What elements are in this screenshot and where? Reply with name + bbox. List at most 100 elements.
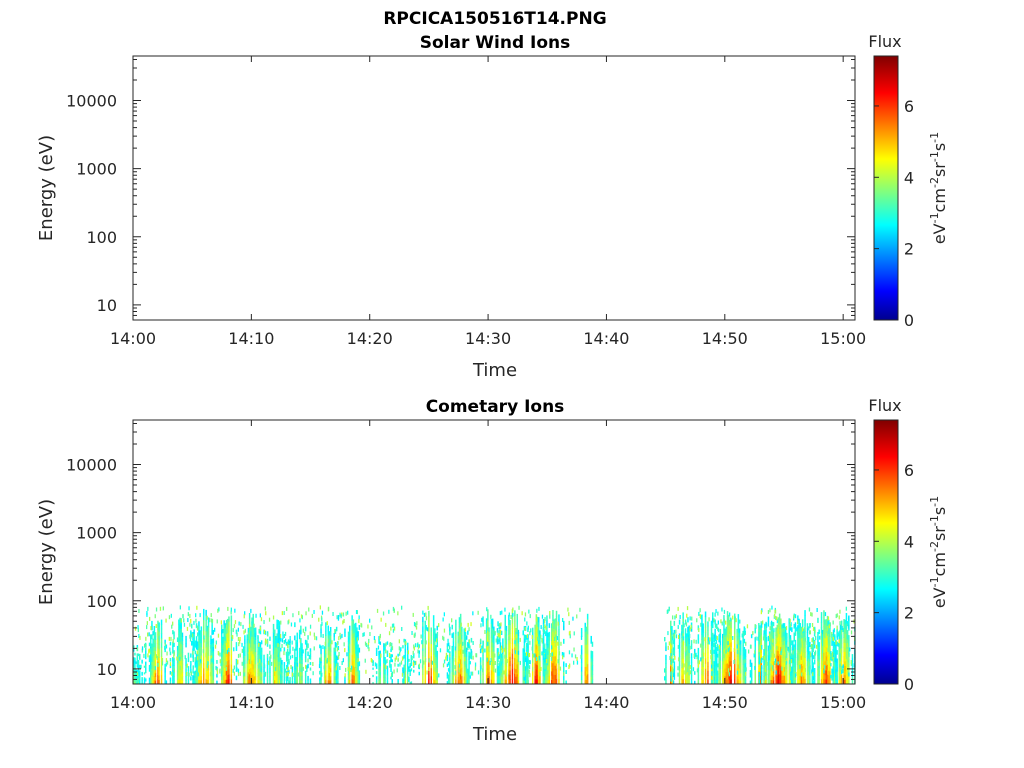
heatmap-cell	[137, 625, 139, 630]
heatmap-cell	[786, 675, 788, 681]
heatmap-cell	[762, 636, 765, 641]
heatmap-cell	[222, 648, 224, 653]
heatmap-cell	[320, 675, 322, 681]
heatmap-cell	[390, 669, 392, 672]
heatmap-cell	[780, 618, 782, 624]
heatmap-cell	[169, 680, 172, 685]
heatmap-cell	[257, 664, 260, 669]
heatmap-cell	[224, 640, 227, 646]
heatmap-cell	[725, 651, 728, 656]
heatmap-cell	[464, 636, 467, 641]
heatmap-cell	[209, 618, 211, 623]
heatmap-cell	[258, 650, 260, 655]
heatmap-cell	[585, 662, 588, 667]
heatmap-cell	[789, 642, 792, 646]
heatmap-cell	[540, 625, 542, 630]
heatmap-cell	[840, 656, 843, 662]
heatmap-cell	[563, 652, 565, 658]
heatmap-cell	[535, 629, 538, 635]
heatmap-cell	[834, 657, 836, 662]
heatmap-cell	[259, 646, 262, 651]
heatmap-cell	[534, 637, 536, 642]
heatmap-cell	[216, 670, 219, 675]
heatmap-cell	[750, 676, 753, 681]
heatmap-cell	[250, 663, 252, 668]
heatmap-cell	[253, 668, 256, 673]
heatmap-cell	[468, 680, 470, 685]
heatmap-cell	[369, 618, 371, 623]
heatmap-cell	[804, 662, 806, 669]
heatmap-cell	[247, 655, 250, 661]
heatmap-cell	[211, 625, 213, 631]
heatmap-cell	[543, 656, 546, 662]
heatmap-cell	[223, 652, 225, 658]
heatmap-cell	[784, 667, 787, 673]
heatmap-cell	[206, 643, 209, 649]
heatmap-cell	[759, 658, 761, 664]
heatmap-cell	[725, 663, 728, 668]
heatmap-cell	[812, 669, 814, 674]
heatmap-cell	[435, 645, 437, 650]
heatmap-cell	[770, 626, 772, 632]
heatmap-cell	[777, 626, 780, 633]
heatmap-cell	[794, 644, 797, 650]
heatmap-cell	[357, 666, 359, 672]
heatmap-cell	[794, 622, 797, 628]
heatmap-cell	[586, 623, 589, 630]
heatmap-cell	[723, 618, 725, 623]
heatmap-cell	[358, 661, 361, 667]
heatmap-cell	[500, 672, 503, 677]
heatmap-cell	[198, 639, 200, 645]
heatmap-cell	[807, 637, 810, 642]
heatmap-cell	[141, 678, 143, 681]
heatmap-cell	[320, 657, 322, 662]
heatmap-cell	[672, 647, 675, 652]
heatmap-cell	[584, 657, 586, 663]
heatmap-cell	[233, 665, 235, 670]
heatmap-cell	[190, 668, 192, 673]
heatmap-cell	[515, 664, 517, 670]
heatmap-cell	[673, 650, 675, 655]
heatmap-cell	[319, 677, 321, 682]
heatmap-cell	[423, 660, 425, 665]
heatmap-cell	[458, 617, 461, 623]
heatmap-cell	[797, 625, 799, 631]
heatmap-cell	[180, 628, 182, 634]
heatmap-cell	[742, 669, 744, 675]
heatmap-cell	[535, 674, 538, 680]
heatmap-cell	[499, 629, 502, 634]
heatmap-cell	[465, 667, 468, 673]
heatmap-cell	[222, 668, 224, 673]
heatmap-cell	[817, 641, 819, 647]
heatmap-cell	[710, 656, 713, 662]
heatmap-cell	[327, 663, 329, 668]
heatmap-cell	[788, 623, 790, 629]
heatmap-cell	[164, 680, 166, 685]
heatmap-cell	[784, 647, 787, 652]
heatmap-cell	[497, 630, 499, 636]
heatmap-cell	[459, 669, 462, 675]
heatmap-cell	[157, 679, 159, 685]
heatmap-cell	[246, 667, 248, 672]
heatmap-cell	[409, 669, 411, 672]
heatmap-cell	[301, 643, 303, 648]
heatmap-cell	[451, 645, 453, 651]
heatmap-cell	[511, 678, 514, 685]
heatmap-cell	[356, 651, 358, 657]
heatmap-cell	[432, 649, 435, 655]
heatmap-cell	[228, 655, 230, 661]
heatmap-cell	[296, 637, 298, 643]
heatmap-cell	[176, 658, 179, 664]
heatmap-cell	[337, 668, 339, 673]
heatmap-cell	[459, 658, 462, 665]
heatmap-cell	[527, 655, 529, 661]
heatmap-cell	[325, 666, 327, 672]
heatmap-cell	[844, 656, 846, 662]
heatmap-cell	[459, 613, 462, 620]
heatmap-cell	[207, 636, 210, 642]
heatmap-cell	[281, 660, 283, 665]
heatmap-cell	[758, 672, 760, 677]
heatmap-cell	[378, 672, 380, 677]
heatmap-cell	[459, 628, 462, 635]
heatmap-cell	[538, 674, 540, 680]
